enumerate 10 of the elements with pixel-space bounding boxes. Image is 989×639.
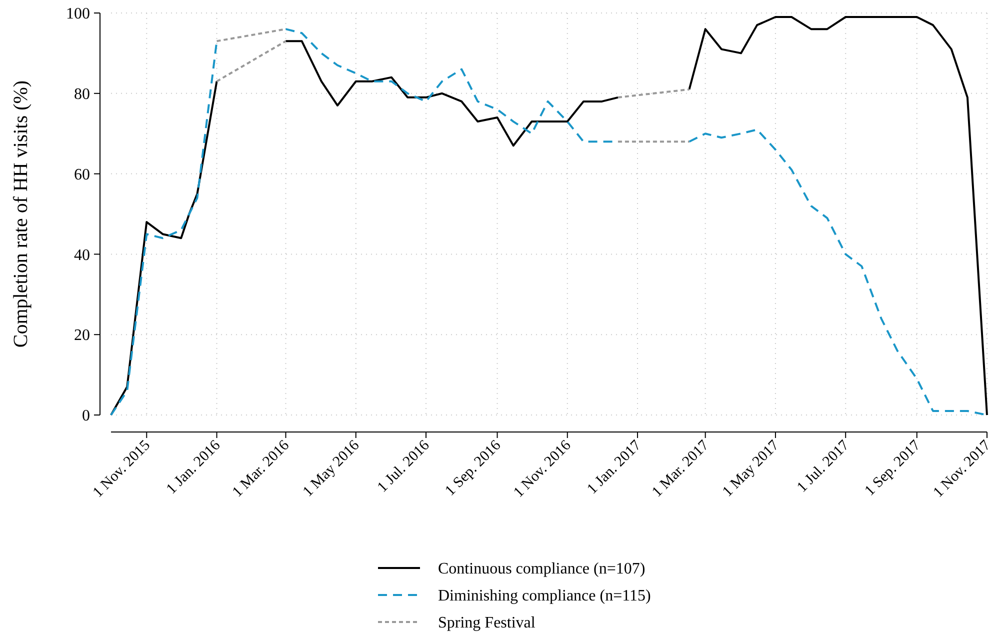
legend-label: Continuous compliance (n=107) <box>438 560 646 578</box>
y-tick-label: 20 <box>74 327 90 344</box>
y-axis-title: Completion rate of HH visits (%) <box>10 80 32 348</box>
y-tick-label: 40 <box>74 246 90 264</box>
y-tick-label: 60 <box>74 166 90 184</box>
legend-label: Spring Festival <box>438 614 536 632</box>
y-tick-label: 0 <box>82 408 90 425</box>
y-tick-label: 100 <box>66 6 90 23</box>
legend-label: Diminishing compliance (n=115) <box>438 588 651 605</box>
y-tick-label: 80 <box>74 86 90 103</box>
